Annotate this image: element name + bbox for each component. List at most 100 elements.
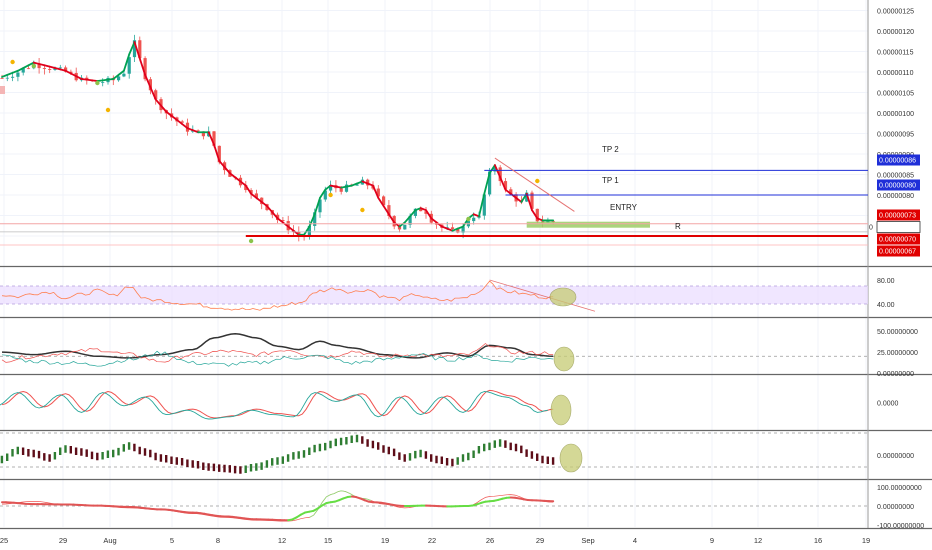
- candle-body: [180, 121, 184, 123]
- candle-body: [53, 68, 57, 70]
- candle-body: [101, 82, 105, 83]
- moving-average-segment: [27, 61, 35, 67]
- mom-bar: [286, 454, 290, 462]
- moving-average-segment: [488, 164, 496, 175]
- mom-bar: [175, 457, 178, 465]
- moving-average-segment: [361, 180, 369, 185]
- mom-bar: [483, 443, 486, 452]
- signal-dot: [95, 80, 100, 86]
- moving-average-segment: [440, 225, 449, 230]
- candle-body: [525, 192, 529, 202]
- moving-average-segment: [393, 221, 401, 228]
- price-tag-stop2: [877, 245, 920, 257]
- moving-average-segment: [64, 69, 72, 75]
- moving-average-segment: [303, 225, 311, 236]
- mom-bar: [85, 449, 88, 457]
- mom-bar: [74, 447, 78, 455]
- mom-tick-label: 0.00000000: [877, 453, 914, 460]
- mom-bar: [149, 449, 152, 458]
- moving-average-segment: [446, 227, 454, 232]
- moving-average-segment: [234, 176, 242, 183]
- signal-dot: [248, 238, 254, 244]
- price-panel: TP 2 TP 1 ENTRY R: [0, 34, 868, 246]
- moving-average-segment: [260, 201, 268, 207]
- candle-body: [408, 215, 412, 225]
- adx-series-2: [1, 350, 554, 367]
- candle-body: [424, 211, 428, 214]
- moving-average-segment: [138, 57, 147, 76]
- moving-average-segment: [112, 73, 120, 80]
- price-tick-label: 0.00000115: [877, 50, 914, 57]
- moving-average-segment: [16, 67, 25, 72]
- mom-bar: [366, 439, 369, 447]
- moving-average-segment: [419, 207, 427, 212]
- moving-average-segment: [313, 196, 321, 216]
- mom-bar: [207, 463, 210, 471]
- candle-body: [456, 228, 460, 233]
- moving-average-segment: [186, 127, 194, 132]
- signal-dot: [10, 59, 15, 65]
- rsi-tick-label: 80.00: [877, 278, 895, 285]
- moving-average-segment: [154, 98, 162, 107]
- moving-average-segment: [191, 129, 200, 134]
- price-tick-label: 0.00000100: [877, 111, 914, 118]
- price-tick-label: 0.00000105: [877, 91, 914, 98]
- mom-bar: [292, 452, 295, 460]
- price-tag-text-stop: 0.00000070: [879, 237, 916, 244]
- candle-body: [37, 63, 41, 69]
- moving-average-segment: [250, 192, 258, 199]
- moving-average-segment: [292, 229, 300, 236]
- trend-panel: [0, 490, 868, 522]
- candle-body: [339, 188, 343, 192]
- date-tick-label: 29: [536, 536, 544, 545]
- price-tag-text-tp2: 0.00000086: [879, 158, 916, 165]
- rsi-line: [1, 280, 554, 311]
- mom-bar: [6, 453, 9, 461]
- mom-bar: [377, 442, 380, 450]
- moving-average-segment: [398, 221, 406, 228]
- moving-average-segment: [239, 180, 247, 187]
- price-tick-label: 0.00000125: [877, 9, 914, 16]
- mom-bar: [456, 457, 459, 465]
- price-tag-tp1: [877, 179, 920, 191]
- mom-bar: [488, 442, 491, 451]
- candle-body: [254, 193, 258, 198]
- candle-body: [355, 184, 359, 186]
- mom-bar: [339, 437, 343, 446]
- date-tick-label: 25: [0, 536, 8, 545]
- mom-bar: [361, 436, 364, 444]
- signal-dot: [328, 192, 333, 198]
- r-label: R: [675, 222, 681, 231]
- price-tag-text-stop2: 0.00000067: [879, 249, 916, 256]
- signal-dot: [360, 207, 365, 213]
- moving-average-segment: [160, 104, 168, 113]
- mom-bar: [536, 453, 539, 461]
- moving-average-segment: [287, 225, 295, 232]
- panels: [0, 0, 932, 530]
- candle-body: [26, 68, 31, 70]
- moving-average-segment: [117, 69, 125, 76]
- mom-bar: [461, 454, 465, 462]
- candle-body: [323, 190, 327, 200]
- price-tick-label: 0.00000080: [877, 193, 914, 200]
- mom-bar: [297, 451, 300, 459]
- candle-body: [503, 181, 508, 190]
- mom-bar: [260, 462, 263, 470]
- mom-bar: [324, 442, 327, 451]
- moving-average-segment: [276, 217, 284, 224]
- moving-average-segment: [170, 114, 178, 121]
- mom-bar: [239, 466, 242, 474]
- date-tick-label: 4: [633, 536, 637, 545]
- candle-body: [196, 130, 200, 132]
- mom-bar: [53, 452, 57, 460]
- signal-dot: [535, 178, 540, 184]
- mom-bar: [472, 450, 475, 458]
- candle-body: [307, 225, 311, 237]
- mom-bar: [387, 446, 390, 455]
- candle-body: [318, 199, 322, 213]
- candle-body: [419, 208, 423, 212]
- moving-average-segment: [218, 160, 226, 169]
- mom-bar: [281, 456, 284, 464]
- moving-average-segment: [266, 205, 274, 214]
